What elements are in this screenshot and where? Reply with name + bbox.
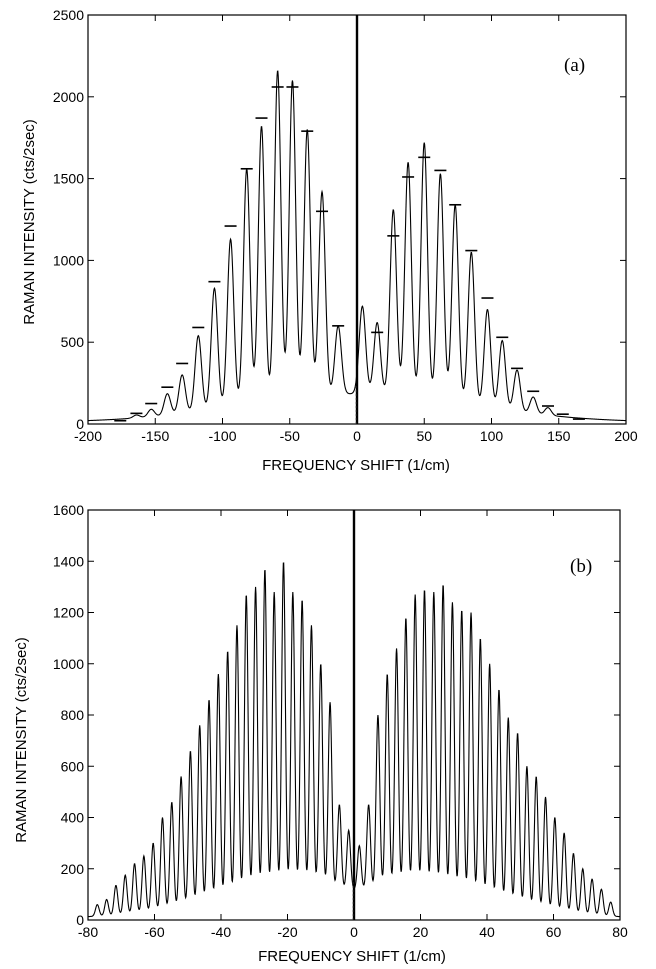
y-tick-label: 400 [61, 810, 85, 826]
chart-a-xlabel: FREQUENCY SHIFT (1/cm) [262, 457, 450, 474]
y-tick-label: 1000 [53, 252, 84, 268]
y-tick-label: 1400 [53, 553, 84, 569]
y-tick-label: 1000 [53, 656, 84, 672]
x-tick-label: -20 [277, 924, 297, 940]
x-tick-label: 0 [353, 428, 361, 444]
x-tick-label: -60 [144, 924, 164, 940]
y-tick-label: 600 [61, 758, 85, 774]
x-tick-label: 150 [547, 428, 571, 444]
x-tick-label: 40 [479, 924, 495, 940]
y-tick-label: 1200 [53, 605, 84, 621]
y-tick-label: 0 [76, 416, 84, 432]
y-tick-label: 0 [76, 912, 84, 928]
x-tick-label: 0 [350, 924, 358, 940]
x-tick-label: 20 [413, 924, 429, 940]
x-tick-label: -100 [208, 428, 236, 444]
y-tick-label: 800 [61, 707, 85, 723]
chart-panel-b: RAMAN INTENSITY (cts/2sec) FREQUENCY SHI… [0, 490, 656, 969]
y-tick-label: 1500 [53, 171, 84, 187]
chart-a-panel-label: (a) [564, 55, 585, 76]
x-tick-label: -80 [78, 924, 98, 940]
x-tick-label: 60 [546, 924, 562, 940]
chart-b-svg: RAMAN INTENSITY (cts/2sec) FREQUENCY SHI… [13, 502, 628, 965]
x-tick-label: 200 [614, 428, 638, 444]
chart-b-panel-label: (b) [570, 556, 592, 577]
chart-a-ylabel: RAMAN INTENSITY (cts/2sec) [21, 119, 38, 325]
chart-b-xlabel: FREQUENCY SHIFT (1/cm) [258, 948, 446, 965]
x-tick-label: -150 [141, 428, 169, 444]
y-tick-label: 2500 [53, 7, 84, 23]
x-tick-label: -200 [74, 428, 102, 444]
x-tick-label: 80 [612, 924, 628, 940]
x-tick-label: -40 [211, 924, 231, 940]
chart-a-svg: RAMAN INTENSITY (cts/2sec) FREQUENCY SHI… [21, 7, 638, 474]
y-tick-label: 1600 [53, 502, 84, 518]
x-tick-label: 100 [480, 428, 504, 444]
y-tick-label: 200 [61, 861, 85, 877]
x-tick-label: 50 [416, 428, 432, 444]
chart-b-ylabel: RAMAN INTENSITY (cts/2sec) [13, 637, 30, 843]
chart-panel-a: RAMAN INTENSITY (cts/2sec) FREQUENCY SHI… [0, 0, 656, 480]
y-tick-label: 500 [61, 334, 85, 350]
x-tick-label: -50 [280, 428, 300, 444]
y-tick-label: 2000 [53, 89, 84, 105]
